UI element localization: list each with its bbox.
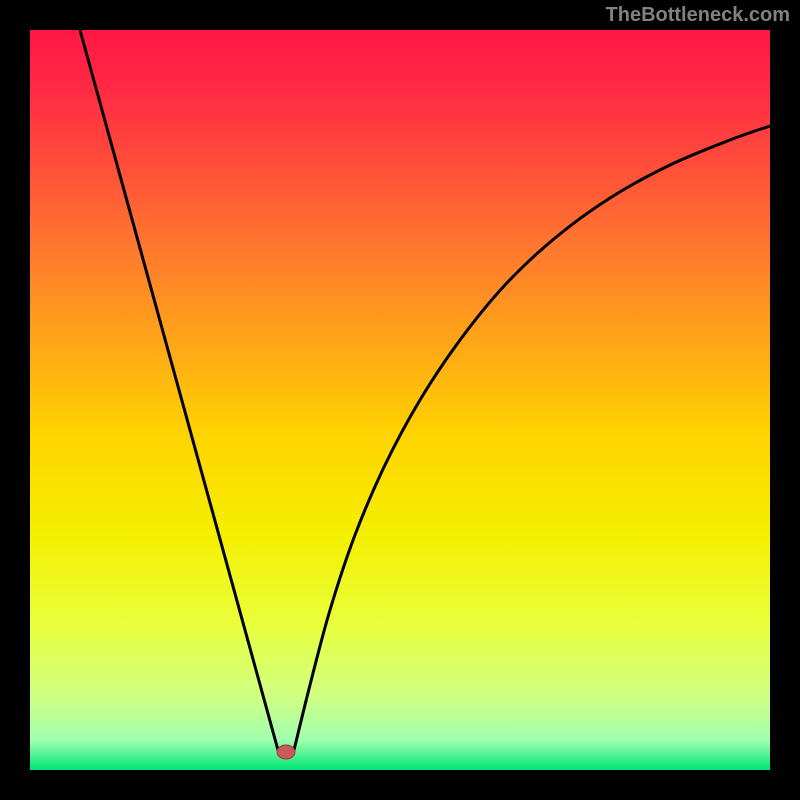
curve-right-branch <box>294 126 770 750</box>
plot-area <box>30 30 770 770</box>
watermark-text: TheBottleneck.com <box>606 4 790 27</box>
curve-left-branch <box>80 30 278 750</box>
minimum-marker <box>277 745 295 759</box>
curve-layer <box>30 30 770 770</box>
